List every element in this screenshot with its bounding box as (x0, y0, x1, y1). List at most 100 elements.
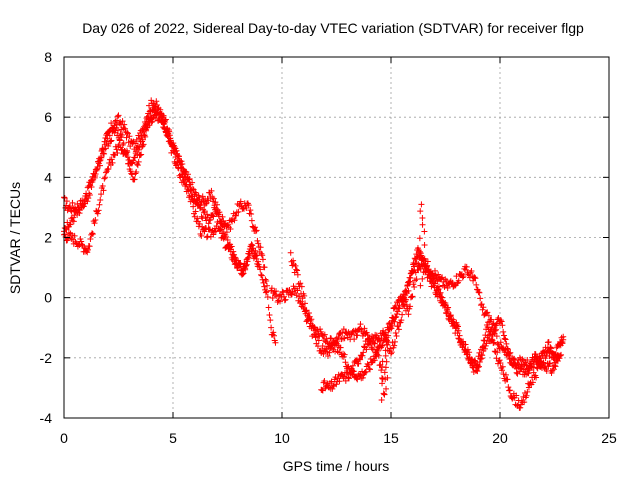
data-point (342, 359, 349, 366)
data-point (549, 350, 556, 357)
data-point (160, 112, 167, 119)
data-point (271, 332, 278, 339)
data-point (382, 352, 389, 359)
data-point (262, 289, 269, 296)
data-point (453, 325, 460, 332)
data-point (81, 244, 88, 251)
data-point (89, 231, 96, 238)
x-tick-label: 15 (383, 430, 399, 446)
data-point (415, 261, 422, 268)
data-point (488, 316, 495, 323)
data-point (454, 329, 461, 336)
data-point (413, 251, 420, 258)
data-point (302, 307, 309, 314)
data-point (344, 369, 351, 376)
data-point (490, 340, 497, 347)
data-point (371, 340, 378, 347)
data-point (378, 335, 385, 342)
data-point (387, 345, 394, 352)
data-point (105, 165, 112, 172)
data-point (481, 337, 488, 344)
data-point (502, 336, 509, 343)
data-point (382, 347, 389, 354)
data-point (258, 271, 265, 278)
data-point (418, 201, 425, 208)
data-point (398, 317, 405, 324)
data-point (257, 266, 264, 273)
data-point (392, 314, 399, 321)
data-point (269, 295, 276, 302)
data-point (105, 143, 112, 150)
data-point (379, 358, 386, 365)
data-point (282, 296, 289, 303)
data-point (143, 127, 150, 134)
y-tick-label: 0 (44, 290, 52, 306)
x-tick-label: 25 (601, 430, 617, 446)
data-point (121, 121, 128, 128)
data-point (162, 117, 169, 124)
data-point (379, 380, 386, 387)
data-point (201, 228, 208, 235)
data-point (261, 283, 268, 290)
data-point (424, 274, 431, 281)
data-point (98, 191, 105, 198)
data-point (204, 211, 211, 218)
y-tick-label: 6 (44, 109, 52, 125)
data-point (363, 346, 370, 353)
data-point (63, 198, 70, 205)
data-point (351, 336, 358, 343)
data-point (527, 362, 534, 369)
data-point (258, 250, 265, 257)
data-point (471, 274, 478, 281)
data-point (118, 147, 125, 154)
data-point (462, 341, 469, 348)
data-point (247, 207, 254, 214)
data-point (404, 281, 411, 288)
y-axis-label: SDTVAR / TECUs (7, 182, 23, 294)
data-point (462, 266, 469, 273)
data-point (411, 284, 418, 291)
data-point (431, 267, 438, 274)
data-point (144, 123, 151, 130)
data-point (354, 332, 361, 339)
data-point (264, 294, 271, 301)
data-point (559, 340, 566, 347)
data-point (189, 193, 196, 200)
data-point (248, 211, 255, 218)
data-point (519, 363, 526, 370)
data-point (513, 392, 520, 399)
data-point (119, 118, 126, 125)
data-point (288, 291, 295, 298)
data-point (207, 216, 214, 223)
data-point (494, 349, 501, 356)
data-point (268, 285, 275, 292)
data-point (504, 345, 511, 352)
data-point (308, 316, 315, 323)
data-point (389, 322, 396, 329)
data-point (286, 286, 293, 293)
data-point (504, 346, 511, 353)
data-point (480, 304, 487, 311)
data-point (198, 213, 205, 220)
data-point (366, 365, 373, 372)
data-point (273, 288, 280, 295)
data-point (230, 248, 237, 255)
data-point (546, 360, 553, 367)
data-point (444, 305, 451, 312)
data-point (75, 206, 82, 213)
data-point (317, 326, 324, 333)
data-point (533, 374, 540, 381)
x-tick-label: 5 (169, 430, 177, 446)
data-point (500, 332, 507, 339)
data-point (378, 396, 385, 403)
data-point (453, 322, 460, 329)
data-point (407, 278, 414, 285)
data-point (351, 328, 358, 335)
data-point (463, 263, 470, 270)
data-point (324, 352, 331, 359)
x-tick-label: 0 (60, 430, 68, 446)
data-point (95, 158, 102, 165)
data-point (394, 308, 401, 315)
data-point (277, 298, 284, 305)
data-point (479, 352, 486, 359)
